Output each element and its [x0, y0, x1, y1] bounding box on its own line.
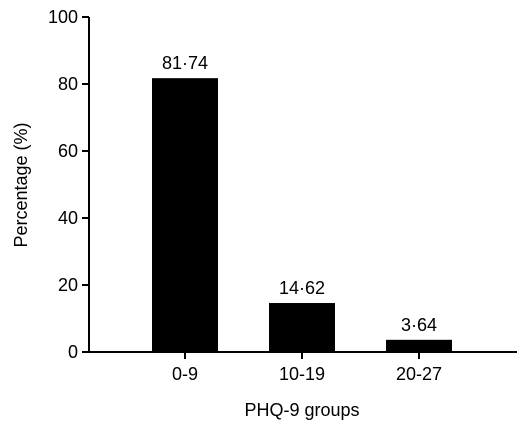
y-tick-label: 100 [48, 7, 78, 27]
y-tick-label: 0 [68, 342, 78, 362]
data-label: 81·74 [162, 53, 208, 73]
y-tick-label: 20 [58, 275, 78, 295]
bars [152, 78, 452, 353]
x-tick-label: 10-19 [279, 364, 325, 384]
x-axis-title: PHQ-9 groups [244, 400, 359, 420]
x-tick-label: 0-9 [172, 364, 198, 384]
y-axis: 0 20 40 60 80 100 [48, 7, 90, 362]
x-axis: 0-9 10-19 20-27 [88, 351, 517, 384]
y-tick-label: 60 [58, 141, 78, 161]
data-label: 14·62 [279, 278, 325, 298]
x-tick-label: 20-27 [396, 364, 442, 384]
data-label: 3·64 [401, 315, 437, 335]
y-tick-label: 80 [58, 74, 78, 94]
bar [152, 78, 218, 353]
bar [269, 303, 335, 352]
bar [386, 339, 452, 352]
y-tick-label: 40 [58, 208, 78, 228]
data-labels: 81·74 14·62 3·64 [162, 53, 437, 335]
y-axis-title: Percentage (%) [11, 122, 31, 247]
